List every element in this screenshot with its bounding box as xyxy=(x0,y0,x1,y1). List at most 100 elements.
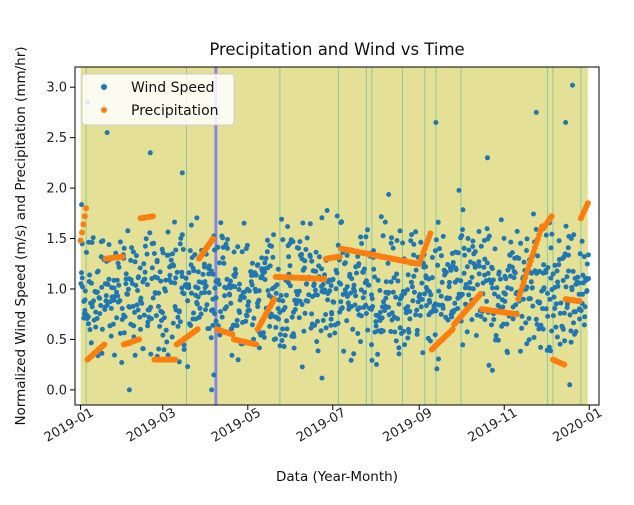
wind-speed-point xyxy=(435,262,441,268)
wind-speed-series xyxy=(78,82,591,393)
wind-speed-point xyxy=(297,239,303,245)
wind-speed-point xyxy=(348,290,354,296)
wind-speed-point xyxy=(194,215,200,221)
wind-speed-point xyxy=(516,255,522,261)
wind-speed-point xyxy=(142,269,148,275)
y-tick-label: 2.0 xyxy=(46,182,67,197)
wind-speed-point xyxy=(405,335,411,341)
wind-speed-point xyxy=(255,262,261,268)
wind-speed-point xyxy=(119,360,125,365)
wind-speed-point xyxy=(215,244,221,250)
wind-speed-point xyxy=(285,224,291,230)
wind-speed-point xyxy=(466,292,472,298)
wind-speed-point xyxy=(419,280,425,286)
wind-speed-point xyxy=(273,336,279,342)
wind-speed-point xyxy=(433,308,439,314)
wind-speed-point xyxy=(533,226,539,232)
wind-speed-point xyxy=(391,275,397,281)
wind-speed-point xyxy=(256,288,262,294)
wind-speed-point xyxy=(323,312,329,317)
wind-speed-point xyxy=(235,357,241,363)
wind-speed-point xyxy=(436,356,441,362)
wind-speed-point xyxy=(550,313,556,319)
wind-speed-point xyxy=(467,279,473,285)
wind-speed-point xyxy=(219,314,225,320)
wind-speed-point xyxy=(541,286,547,292)
wind-speed-point xyxy=(371,266,377,272)
wind-speed-point xyxy=(466,247,472,253)
wind-speed-point xyxy=(286,254,292,260)
wind-speed-point xyxy=(149,265,155,271)
wind-speed-point xyxy=(160,332,166,338)
wind-speed-point xyxy=(160,310,166,316)
wind-speed-point xyxy=(309,258,315,264)
wind-speed-point xyxy=(314,339,320,345)
wind-speed-point xyxy=(80,284,85,290)
wind-speed-point xyxy=(400,240,406,246)
y-tick-label: 2.5 xyxy=(46,131,67,146)
wind-speed-point xyxy=(307,221,313,227)
wind-speed-point xyxy=(405,304,411,310)
wind-speed-point xyxy=(377,288,383,293)
wind-speed-point xyxy=(147,230,153,236)
precipitation-point xyxy=(136,336,143,343)
wind-speed-point xyxy=(175,314,181,320)
wind-speed-point xyxy=(494,285,500,291)
wind-speed-point xyxy=(82,307,88,313)
wind-speed-point xyxy=(445,262,451,267)
wind-speed-point xyxy=(289,314,295,320)
wind-speed-point xyxy=(423,285,429,290)
wind-speed-point xyxy=(299,251,305,257)
wind-speed-point xyxy=(151,251,157,256)
wind-speed-point xyxy=(565,245,571,251)
wind-speed-point xyxy=(287,263,293,269)
wind-speed-point xyxy=(283,292,289,298)
wind-speed-point xyxy=(172,219,177,225)
wind-speed-point xyxy=(226,291,232,297)
wind-speed-point xyxy=(438,293,444,299)
wind-speed-point xyxy=(280,298,286,304)
wind-speed-point xyxy=(549,328,555,334)
wind-speed-point xyxy=(374,362,379,367)
precipitation-point xyxy=(77,237,84,244)
wind-speed-point xyxy=(510,316,516,322)
wind-speed-point xyxy=(308,325,314,331)
wind-speed-point xyxy=(246,299,252,305)
wind-speed-point xyxy=(148,304,154,310)
wind-speed-point xyxy=(418,304,424,310)
wind-speed-point xyxy=(296,315,302,321)
wind-speed-point xyxy=(481,264,487,270)
wind-speed-point xyxy=(121,330,127,336)
wind-speed-point xyxy=(265,288,271,294)
y-axis-label: Normalized Wind Speed (m/s) and Precipit… xyxy=(13,46,29,425)
wind-speed-point xyxy=(115,260,121,266)
wind-speed-point xyxy=(569,287,575,293)
wind-speed-point xyxy=(365,327,371,333)
wind-speed-point xyxy=(373,323,379,329)
wind-speed-point xyxy=(225,245,230,251)
plot-frame xyxy=(74,66,600,406)
wind-speed-point xyxy=(312,287,318,293)
wind-speed-point xyxy=(103,293,109,299)
legend-box xyxy=(81,73,235,126)
wind-speed-point xyxy=(79,202,85,208)
wind-speed-point xyxy=(524,236,530,242)
wind-speed-point xyxy=(135,288,141,293)
wind-speed-point xyxy=(577,251,583,257)
wind-speed-point xyxy=(320,281,326,287)
wind-speed-point xyxy=(244,313,250,319)
wind-speed-point xyxy=(490,277,496,283)
wind-speed-point xyxy=(86,321,91,327)
wind-speed-point xyxy=(217,260,222,266)
wind-speed-point xyxy=(447,295,453,301)
wind-speed-point xyxy=(338,299,344,305)
wind-speed-point xyxy=(484,260,490,266)
wind-speed-point xyxy=(177,319,183,325)
wind-speed-point xyxy=(216,281,222,287)
wind-speed-point xyxy=(478,243,484,249)
legend-wind-marker xyxy=(101,84,107,90)
x-tick-label: 2019-03 xyxy=(124,405,179,445)
wind-speed-point xyxy=(359,241,365,246)
wind-speed-point xyxy=(222,293,228,299)
